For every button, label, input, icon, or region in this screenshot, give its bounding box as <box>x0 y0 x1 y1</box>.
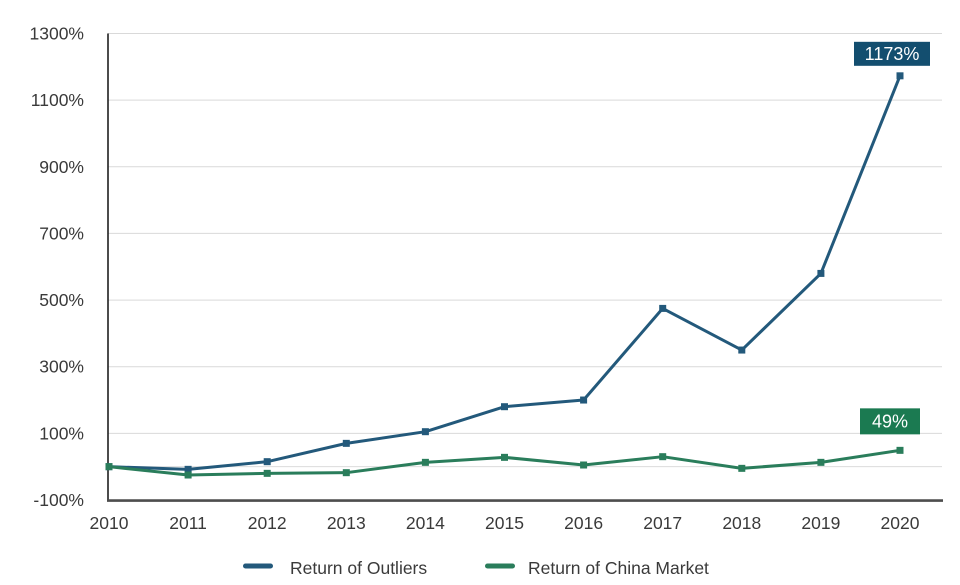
data-series <box>105 72 904 479</box>
data-point-marker <box>501 403 508 411</box>
x-axis-tick-labels: 2010 2011 2012 2013 2014 2015 2016 2017 2018 2019… <box>90 513 920 533</box>
data-point-marker <box>263 469 271 477</box>
x-tick-label: 2016 <box>564 513 603 533</box>
y-tick-label: 700% <box>39 223 84 243</box>
legend-swatch-china-market <box>485 563 515 569</box>
data-point-marker <box>184 465 192 473</box>
data-label-text: 1173% <box>865 44 920 64</box>
data-point-marker <box>580 461 588 469</box>
x-tick-label: 2014 <box>406 513 445 533</box>
data-point-marker <box>896 446 904 454</box>
x-tick-label: 2020 <box>881 513 920 533</box>
data-point-marker <box>896 72 904 80</box>
x-tick-label: 2015 <box>485 513 524 533</box>
y-tick-label: 1300% <box>30 24 85 44</box>
data-point-marker <box>659 453 667 461</box>
data-point-marker <box>659 304 667 312</box>
y-tick-label: -100% <box>33 490 84 510</box>
x-tick-label: 2019 <box>801 513 840 533</box>
data-point-marker <box>738 346 746 354</box>
data-label-box <box>860 408 920 435</box>
legend-swatch-outliers <box>243 563 273 569</box>
data-label-box <box>854 41 930 66</box>
y-tick-label: 100% <box>39 423 84 443</box>
x-tick-label: 2013 <box>327 513 366 533</box>
data-point-marker <box>738 464 746 472</box>
y-tick-label: 500% <box>39 290 84 310</box>
data-label-text: 49% <box>872 411 908 431</box>
y-tick-label: 1100% <box>31 90 84 110</box>
data-point-marker <box>580 396 588 404</box>
x-tick-label: 2010 <box>90 513 129 533</box>
data-point-marker <box>184 471 192 479</box>
data-label-annotations: 1173% 49% <box>854 41 930 435</box>
x-tick-label: 2017 <box>643 513 682 533</box>
x-tick-label: 2012 <box>248 513 287 533</box>
data-point-marker <box>105 463 113 471</box>
legend: Return of Outliers Return of China Marke… <box>243 558 709 578</box>
y-tick-label: 900% <box>39 157 84 177</box>
data-point-marker <box>263 458 271 466</box>
data-point-marker <box>421 428 429 436</box>
data-point-marker <box>817 269 825 277</box>
y-axis-tick-labels: 1300% 1100% 900% 700% 500% 300% 100% -100% <box>30 24 85 511</box>
legend-label-outliers: Return of Outliers <box>290 558 427 578</box>
legend-label-china-market: Return of China Market <box>528 558 709 578</box>
x-tick-label: 2011 <box>169 513 207 533</box>
data-point-marker <box>342 439 350 447</box>
x-tick-label: 2018 <box>722 513 761 533</box>
data-point-marker <box>817 458 825 466</box>
data-point-marker <box>421 458 429 466</box>
gridlines <box>108 33 942 501</box>
series-line-0 <box>107 74 902 471</box>
data-point-marker <box>501 453 508 461</box>
data-point-marker <box>342 469 350 477</box>
y-tick-label: 300% <box>39 357 84 377</box>
